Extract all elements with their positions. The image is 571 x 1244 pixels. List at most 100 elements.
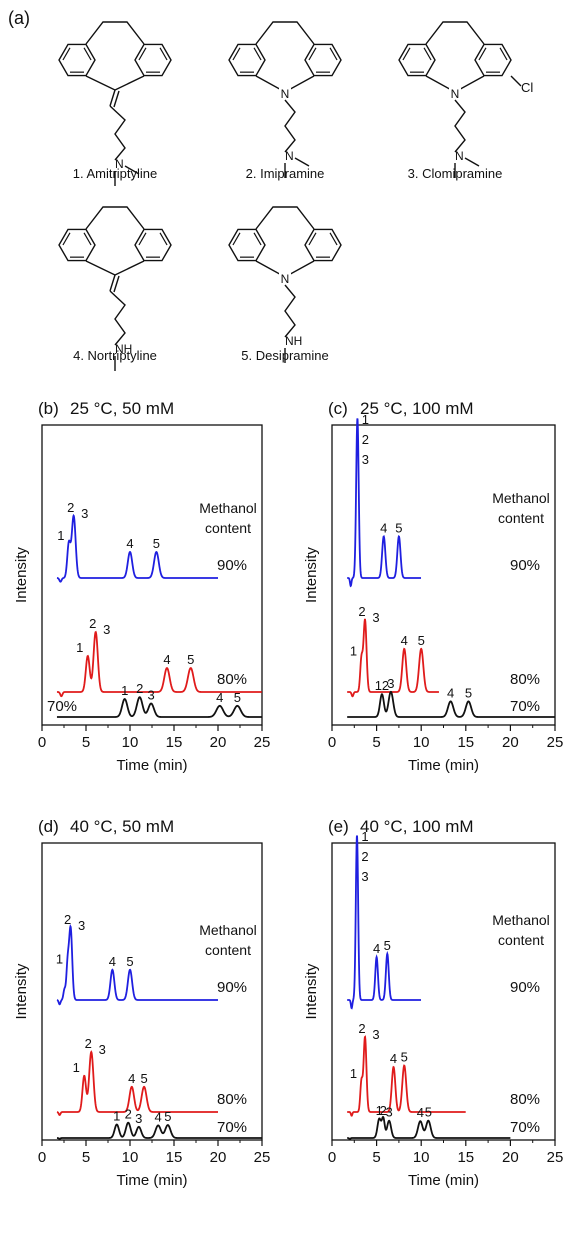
peak-label: 4 xyxy=(109,954,116,969)
methanol-label-line2: content xyxy=(205,520,251,536)
y-axis-label: Intensity xyxy=(13,547,30,603)
panel-a-label: (a) xyxy=(8,8,30,28)
x-tick-label: 15 xyxy=(166,734,183,751)
peak-label: 1 xyxy=(350,1066,357,1081)
peak-label: 2 xyxy=(125,1107,132,1122)
methanol-pct-label: 80% xyxy=(217,671,247,688)
peak-label: 3 xyxy=(135,1111,142,1126)
methanol-pct-label: 90% xyxy=(510,557,540,574)
x-tick-label: 0 xyxy=(38,734,46,751)
structure-1: N xyxy=(58,21,172,186)
panel-label: (e) xyxy=(328,817,349,836)
peak-label: 1 xyxy=(113,1109,120,1124)
peak-label: 3 xyxy=(78,918,85,933)
compound-name-3: 3. Clomipramine xyxy=(408,166,503,181)
compound-name-2: 2. Imipramine xyxy=(246,166,325,181)
peak-label: 5 xyxy=(418,633,425,648)
x-tick-label: 25 xyxy=(254,734,271,751)
peak-label: 1 xyxy=(361,829,368,844)
x-tick-label: 15 xyxy=(166,1149,183,1166)
peak-label: 4 xyxy=(216,690,223,705)
trace-70pct xyxy=(347,690,555,718)
peak-label: 1 xyxy=(362,412,369,427)
methanol-label-line2: content xyxy=(498,932,544,948)
peak-label: 2 xyxy=(67,500,74,515)
peak-label: 4 xyxy=(128,1071,135,1086)
x-tick-label: 0 xyxy=(328,734,336,751)
ring-nitrogen-label: N xyxy=(451,87,460,101)
peak-label: 5 xyxy=(153,536,160,551)
x-axis-label: Time (min) xyxy=(116,1172,187,1189)
x-axis-label: Time (min) xyxy=(408,1172,479,1189)
peak-label: 3 xyxy=(385,1105,392,1120)
peak-label: 1 xyxy=(121,683,128,698)
methanol-label-line1: Methanol xyxy=(199,922,257,938)
peak-label: 5 xyxy=(234,690,241,705)
panel-title: 25 °C, 100 mM xyxy=(360,399,474,418)
x-tick-label: 20 xyxy=(210,1149,227,1166)
y-axis-label: Intensity xyxy=(13,963,30,1019)
compound-name-1: 1. Amitriptyline xyxy=(73,166,158,181)
peak-label: 4 xyxy=(373,941,380,956)
peak-label: 1 xyxy=(76,640,83,655)
trace-90pct xyxy=(56,923,218,1006)
peak-label: 2 xyxy=(362,432,369,447)
trace-90pct xyxy=(56,513,218,583)
methanol-pct-label: 80% xyxy=(217,1091,247,1108)
peak-label: 1 xyxy=(57,528,64,543)
peak-label: 5 xyxy=(126,954,133,969)
peak-label: 5 xyxy=(384,938,391,953)
trace-80pct xyxy=(56,1050,218,1117)
x-tick-label: 5 xyxy=(82,1149,90,1166)
x-tick-label: 5 xyxy=(82,734,90,751)
x-tick-label: 10 xyxy=(413,1149,430,1166)
x-tick-label: 15 xyxy=(457,734,474,751)
x-tick-label: 25 xyxy=(254,1149,271,1166)
chain-nitrogen-label: NH xyxy=(115,342,132,356)
methanol-pct-label: 70% xyxy=(510,1119,540,1136)
peak-label: 1 xyxy=(73,1060,80,1075)
methanol-label-line2: content xyxy=(498,510,544,526)
methanol-pct-label: 70% xyxy=(217,1119,247,1136)
methanol-label-line2: content xyxy=(205,942,251,958)
ring-nitrogen-label: N xyxy=(281,272,290,286)
y-axis-label: Intensity xyxy=(303,547,320,603)
ring-nitrogen-label: N xyxy=(281,87,290,101)
peak-label: 3 xyxy=(81,506,88,521)
structure-3: N N Cl xyxy=(398,21,533,178)
peak-label: 1 xyxy=(350,644,357,659)
panel-title: 40 °C, 100 mM xyxy=(360,817,474,836)
peak-label: 5 xyxy=(465,685,472,700)
peak-label: 4 xyxy=(417,1105,424,1120)
methanol-label-line1: Methanol xyxy=(492,490,550,506)
x-tick-label: 20 xyxy=(502,734,519,751)
peak-label: 2 xyxy=(85,1036,92,1051)
peak-label: 3 xyxy=(361,869,368,884)
chain-nitrogen-label: N xyxy=(115,157,124,171)
peak-label: 2 xyxy=(89,616,96,631)
methanol-pct-label: 80% xyxy=(510,1091,540,1108)
y-axis-label: Intensity xyxy=(303,963,320,1019)
trace-80pct xyxy=(56,630,262,698)
chloro-label: Cl xyxy=(521,80,533,95)
trace-70pct xyxy=(347,1115,511,1140)
peak-label: 4 xyxy=(163,652,170,667)
peak-label: 2 xyxy=(361,849,368,864)
peak-label: 3 xyxy=(387,676,394,691)
trace-90pct xyxy=(347,835,422,1010)
peak-label: 3 xyxy=(372,1027,379,1042)
peak-label: 2 xyxy=(358,604,365,619)
x-tick-label: 20 xyxy=(502,1149,519,1166)
peak-label: 5 xyxy=(164,1109,171,1124)
methanol-pct-label: 90% xyxy=(510,979,540,996)
panel-label: (b) xyxy=(38,399,59,418)
peak-label: 2 xyxy=(358,1021,365,1036)
methanol-pct-label: 90% xyxy=(217,557,247,574)
panel-title: 25 °C, 50 mM xyxy=(70,399,174,418)
x-tick-label: 20 xyxy=(210,734,227,751)
structure-5: N NH xyxy=(228,206,342,363)
methanol-label-line1: Methanol xyxy=(199,500,257,516)
